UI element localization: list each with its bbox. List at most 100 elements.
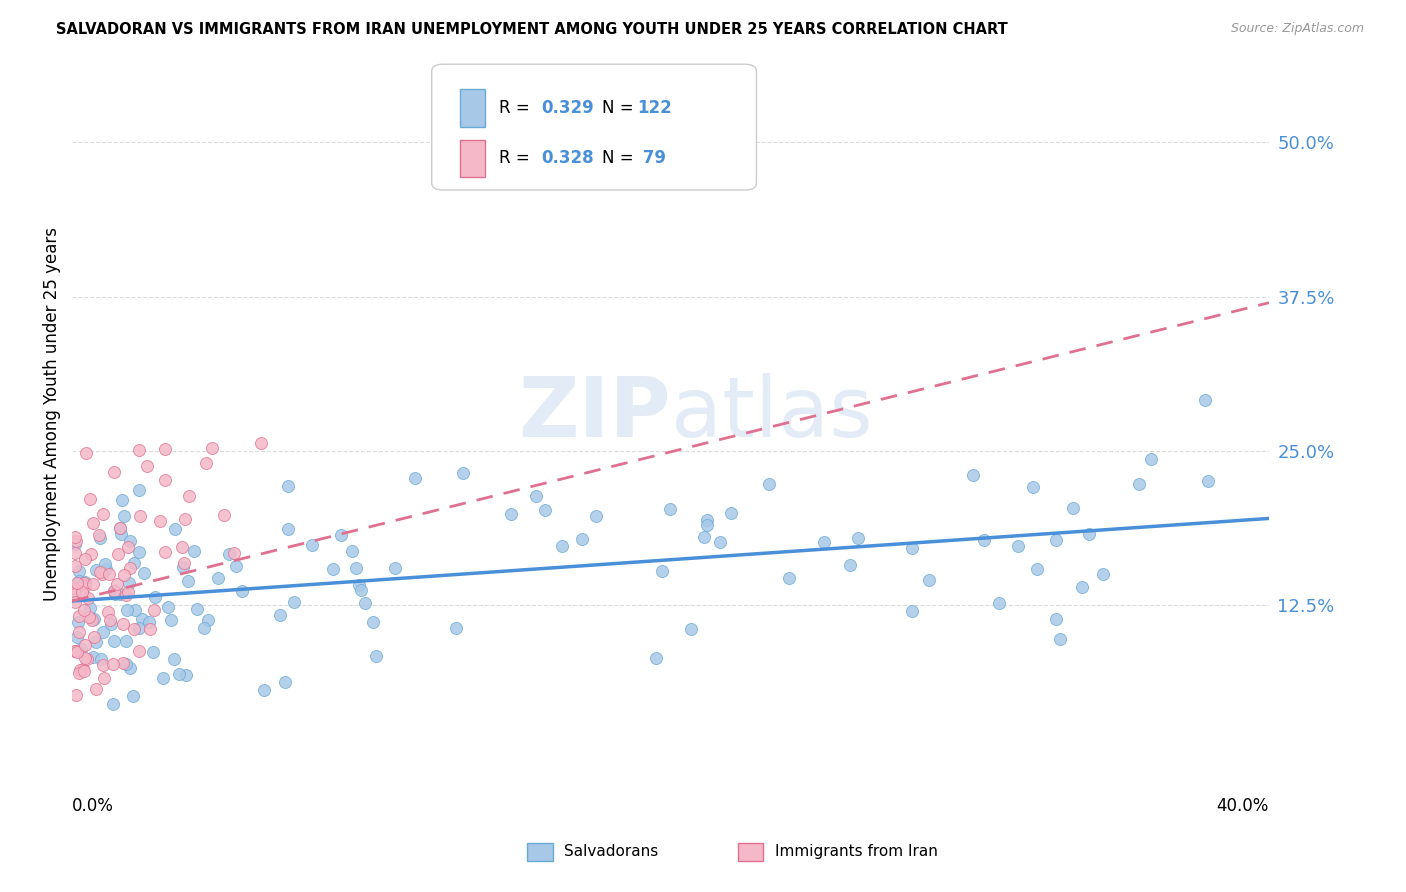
Point [122, 622, 145, 636]
Text: ZIP: ZIP [519, 373, 671, 454]
Point [75, 446, 97, 460]
Point [121, 689, 143, 703]
Point [79, 491, 101, 506]
Point [155, 473, 177, 487]
Point [152, 671, 174, 685]
Point [118, 534, 141, 549]
Point [143, 590, 166, 604]
Point [142, 645, 165, 659]
Point [66, 575, 89, 590]
Point [451, 466, 474, 480]
Text: 79: 79 [637, 149, 666, 168]
Point [813, 534, 835, 549]
Point [139, 623, 162, 637]
Text: 0.0%: 0.0% [72, 797, 114, 814]
Point [131, 612, 153, 626]
Point [1078, 527, 1101, 541]
Point [1062, 500, 1084, 515]
Point [94, 561, 117, 575]
Point [1092, 567, 1115, 582]
Point [70, 584, 93, 599]
Point [124, 556, 146, 570]
Point [90, 566, 112, 581]
Point [65, 584, 87, 599]
Point [778, 571, 800, 585]
Point [89, 528, 111, 542]
Point [65, 537, 87, 551]
Point [65, 531, 87, 545]
Point [82, 577, 104, 591]
Point [163, 652, 186, 666]
Point [201, 442, 224, 456]
Point [1007, 539, 1029, 553]
Point [73, 603, 96, 617]
Point [347, 577, 370, 591]
Point [218, 547, 240, 561]
Point [301, 538, 323, 552]
Point [108, 587, 131, 601]
Point [501, 507, 523, 521]
Point [115, 657, 138, 671]
Point [269, 607, 291, 622]
Point [66, 645, 89, 659]
Y-axis label: Unemployment Among Youth under 25 years: Unemployment Among Youth under 25 years [44, 227, 60, 600]
Point [658, 502, 681, 516]
Point [1045, 533, 1067, 547]
Point [65, 558, 87, 573]
Point [91, 657, 114, 672]
Point [73, 551, 96, 566]
Point [720, 506, 742, 520]
Point [349, 582, 371, 597]
Point [183, 544, 205, 558]
Point [103, 583, 125, 598]
Point [758, 476, 780, 491]
Point [108, 521, 131, 535]
Point [111, 492, 134, 507]
Point [91, 507, 114, 521]
Point [212, 508, 235, 522]
Point [157, 599, 180, 614]
Point [276, 522, 298, 536]
Point [84, 563, 107, 577]
Point [115, 634, 138, 648]
Point [1045, 612, 1067, 626]
Point [72, 662, 94, 676]
Point [143, 603, 166, 617]
Point [73, 578, 96, 592]
Point [118, 575, 141, 590]
Point [550, 539, 572, 553]
Point [174, 668, 197, 682]
Point [73, 575, 96, 590]
Point [100, 617, 122, 632]
Point [65, 688, 87, 702]
Point [117, 603, 139, 617]
Point [65, 587, 87, 601]
Point [177, 489, 200, 503]
Point [112, 617, 135, 632]
Point [197, 613, 219, 627]
Point [340, 544, 363, 558]
Point [97, 606, 120, 620]
Point [153, 545, 176, 559]
Point [207, 570, 229, 584]
Point [1025, 561, 1047, 575]
Point [128, 643, 150, 657]
Point [128, 483, 150, 498]
Point [962, 468, 984, 483]
Point [124, 603, 146, 617]
Point [446, 621, 468, 635]
Point [322, 561, 344, 575]
Point [571, 533, 593, 547]
Point [839, 558, 862, 573]
Point [67, 624, 90, 639]
Point [186, 602, 208, 616]
Point [112, 567, 135, 582]
Point [681, 622, 703, 636]
Point [67, 665, 90, 680]
Point [128, 443, 150, 458]
Point [101, 657, 124, 672]
Point [117, 584, 139, 599]
Point [69, 663, 91, 677]
Point [112, 508, 135, 523]
Point [253, 683, 276, 698]
